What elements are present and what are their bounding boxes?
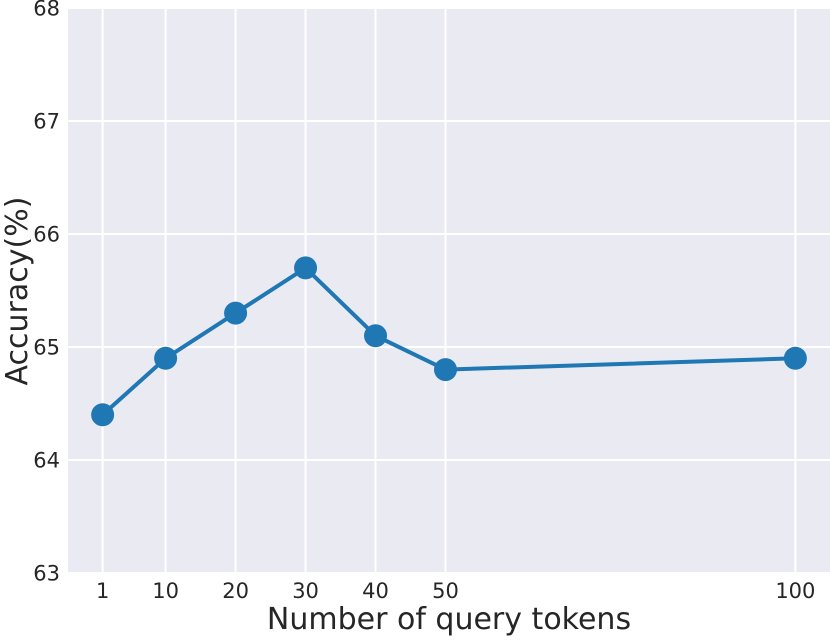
- y-axis-title: Accuracy(%): [0, 196, 35, 386]
- plot-area: [68, 8, 830, 573]
- data-point: [224, 301, 248, 325]
- x-tick-label: 50: [432, 579, 459, 603]
- x-axis-title: Number of query tokens: [266, 602, 632, 637]
- data-point: [154, 346, 178, 370]
- y-tick-label: 66: [33, 223, 60, 247]
- data-point: [91, 403, 115, 427]
- y-tick-label: 64: [33, 449, 60, 473]
- x-tick-label: 40: [362, 579, 389, 603]
- data-point: [364, 324, 388, 348]
- x-tick-label: 20: [222, 579, 249, 603]
- data-point: [783, 346, 807, 370]
- data-point: [434, 358, 458, 382]
- data-point: [294, 256, 318, 280]
- x-tick-label: 30: [292, 579, 319, 603]
- x-tick-label: 1: [96, 579, 109, 603]
- x-tick-label: 10: [152, 579, 179, 603]
- y-tick-label: 68: [33, 0, 60, 21]
- y-tick-label: 67: [33, 110, 60, 134]
- x-tick-label: 100: [775, 579, 815, 603]
- y-tick-label: 63: [33, 562, 60, 586]
- y-tick-label: 65: [33, 336, 60, 360]
